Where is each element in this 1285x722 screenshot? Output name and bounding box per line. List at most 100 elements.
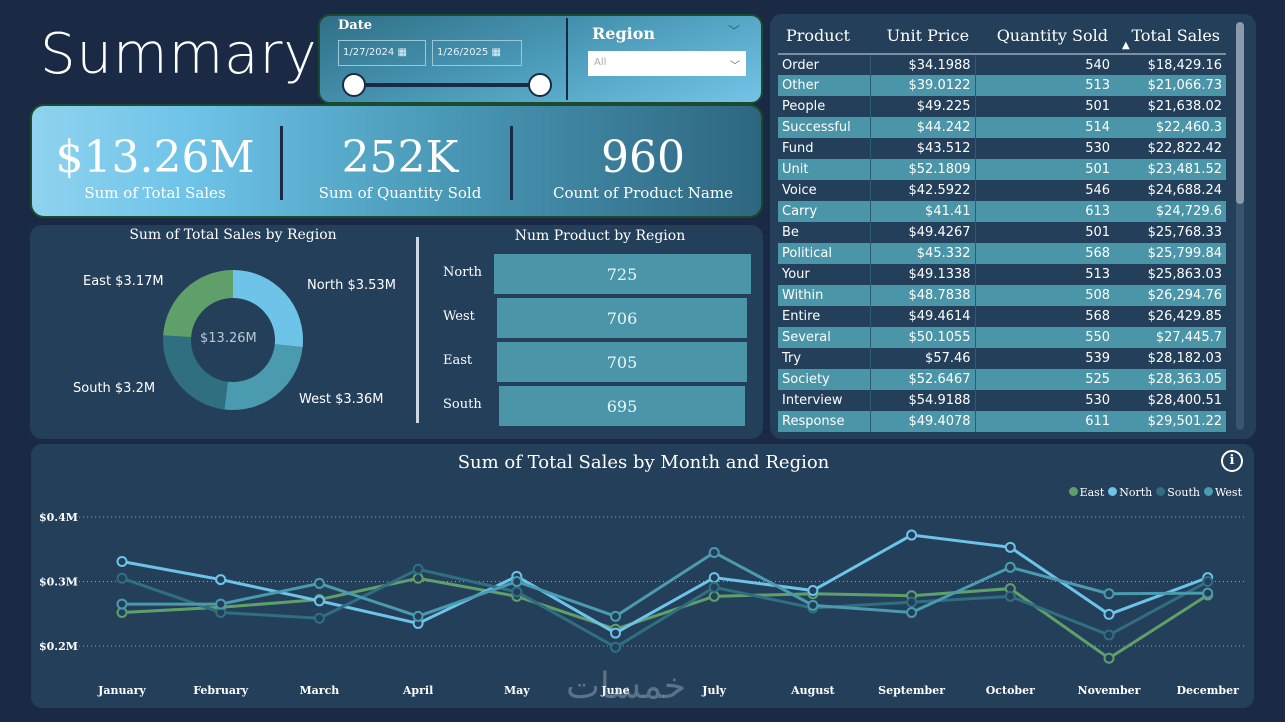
table-row[interactable]: Fund $43.512 530 $22,822.42 (778, 138, 1226, 159)
scrollbar-track[interactable] (1236, 22, 1244, 430)
data-point-west[interactable] (708, 546, 720, 558)
info-icon[interactable]: i (1221, 450, 1243, 472)
data-point-east[interactable] (1103, 652, 1115, 664)
x-tick-label: July (701, 684, 726, 697)
data-point-south[interactable] (116, 572, 128, 584)
donut-slice-south[interactable] (163, 335, 228, 410)
column-header[interactable]: Unit Price (870, 18, 976, 55)
data-point-south[interactable] (1004, 590, 1016, 602)
data-point-west[interactable] (1004, 561, 1016, 573)
legend-item-south[interactable]: South (1156, 486, 1200, 499)
donut-slice-west[interactable] (224, 344, 303, 410)
data-point-north[interactable] (116, 556, 128, 568)
data-point-north[interactable] (610, 627, 621, 639)
divider (566, 18, 568, 100)
table-row[interactable]: Entire $49.4614 568 $26,429.85 (778, 306, 1226, 327)
data-point-north[interactable] (313, 595, 325, 607)
table-cell: Entire (778, 306, 871, 327)
data-point-south[interactable] (610, 641, 621, 653)
data-point-west[interactable] (610, 610, 621, 622)
data-point-west[interactable] (807, 599, 819, 611)
series-line-east[interactable] (121, 576, 1209, 661)
table-row[interactable]: Order $34.1988 540 $18,429.16 (778, 54, 1226, 75)
table-row[interactable]: Try $57.46 539 $28,182.03 (778, 348, 1226, 369)
table-row[interactable]: Carry $41.41 613 $24,729.6 (778, 201, 1226, 222)
data-point-west[interactable] (906, 606, 918, 618)
table-cell: 508 (975, 285, 1115, 306)
table-row[interactable]: Interview $54.9188 530 $28,400.51 (778, 390, 1226, 411)
data-point-north[interactable] (1004, 541, 1016, 553)
table-row[interactable]: Political $45.332 568 $25,799.84 (778, 243, 1226, 264)
series-line-north[interactable] (121, 533, 1209, 635)
scrollbar-thumb[interactable] (1236, 22, 1244, 204)
table-cell: Carry (778, 201, 871, 222)
table-row[interactable]: Successful $44.242 514 $22,460.3 (778, 117, 1226, 138)
series-line-south[interactable] (121, 567, 1209, 650)
donut-chart (163, 270, 304, 410)
data-point-north[interactable] (807, 585, 819, 597)
bar-south[interactable]: 695 (498, 386, 746, 426)
series-line-west[interactable] (122, 550, 1208, 618)
bar-label-east: East (443, 353, 473, 368)
date-slider-end-handle[interactable] (528, 73, 552, 97)
data-point-north[interactable] (1103, 608, 1115, 620)
data-point-south[interactable] (708, 581, 720, 593)
legend-item-east[interactable]: East (1068, 486, 1104, 499)
y-tick-label: $0.3M (39, 576, 78, 589)
region-dropdown[interactable]: All ﹀ (588, 51, 746, 76)
table-cell: $22,822.42 (1147, 141, 1222, 156)
kpi-total-sales-value: $13.26M (55, 132, 255, 183)
donut-slice-east[interactable] (163, 270, 233, 338)
data-point-west[interactable] (116, 598, 128, 610)
table-cell: 501 (1085, 99, 1111, 114)
bar-east[interactable]: 705 (497, 342, 747, 382)
data-point-north[interactable] (215, 574, 227, 586)
chevron-down-icon[interactable]: ﹀ (728, 24, 741, 38)
table-row[interactable]: Your $49.1338 513 $25,863.03 (778, 264, 1226, 285)
table-row[interactable]: Be $49.4267 501 $25,768.33 (778, 222, 1226, 243)
x-tick-label: June (600, 684, 629, 697)
table-row[interactable]: Society $52.6467 525 $28,363.05 (778, 369, 1226, 390)
legend-item-west[interactable]: West (1204, 486, 1242, 499)
data-point-north[interactable] (708, 572, 720, 584)
legend-item-north[interactable]: North (1108, 486, 1152, 499)
table-cell: Fund (778, 138, 871, 159)
date-slider-track[interactable] (354, 83, 540, 87)
data-point-west[interactable] (511, 576, 523, 587)
table-row[interactable]: Voice $42.5922 546 $24,688.24 (778, 180, 1226, 201)
table-cell: $21,066.73 (1114, 75, 1226, 96)
date-slider-start-handle[interactable] (342, 73, 366, 97)
donut-slice-north[interactable] (233, 270, 304, 348)
data-point-south[interactable] (906, 596, 918, 608)
data-point-east[interactable] (708, 590, 720, 602)
date-end-input[interactable]: 1/26/2025 ▦ (432, 40, 522, 66)
table-row[interactable]: People $49.225 501 $21,638.02 (778, 96, 1226, 117)
bar-value: 706 (606, 308, 638, 328)
data-point-south[interactable] (412, 563, 424, 575)
data-point-west[interactable] (412, 610, 424, 622)
sort-ascending-icon[interactable]: ▲ (1122, 40, 1130, 51)
data-point-north[interactable] (906, 529, 918, 541)
data-point-east[interactable] (412, 572, 424, 584)
table-row[interactable]: Response $49.4078 611 $29,501.22 (778, 411, 1226, 432)
data-point-south[interactable] (313, 612, 325, 624)
data-point-south[interactable] (1202, 576, 1214, 587)
table-cell: $48.7838 (870, 285, 976, 306)
table-cell: $49.4078 (870, 411, 976, 432)
table-row[interactable]: Several $50.1055 550 $27,445.7 (778, 327, 1226, 348)
bar-west[interactable]: 706 (496, 298, 748, 338)
table-row[interactable]: Other $39.0122 513 $21,066.73 (778, 75, 1226, 96)
date-start-input[interactable]: 1/27/2024 ▦ (338, 40, 426, 66)
column-header[interactable]: Total Sales ▲ (1114, 18, 1226, 55)
column-header[interactable]: Quantity Sold (975, 18, 1115, 55)
data-point-west[interactable] (1103, 588, 1115, 600)
table-row[interactable]: Within $48.7838 508 $26,294.76 (778, 285, 1226, 306)
bar-north[interactable]: 725 (493, 254, 751, 294)
data-point-west[interactable] (1202, 587, 1214, 599)
data-point-west[interactable] (313, 577, 325, 589)
data-point-west[interactable] (215, 598, 227, 610)
data-point-south[interactable] (1103, 629, 1115, 641)
data-point-south[interactable] (511, 586, 523, 598)
table-row[interactable]: Unit $52.1809 501 $23,481.52 (778, 159, 1226, 180)
column-header[interactable]: Product (778, 18, 871, 55)
